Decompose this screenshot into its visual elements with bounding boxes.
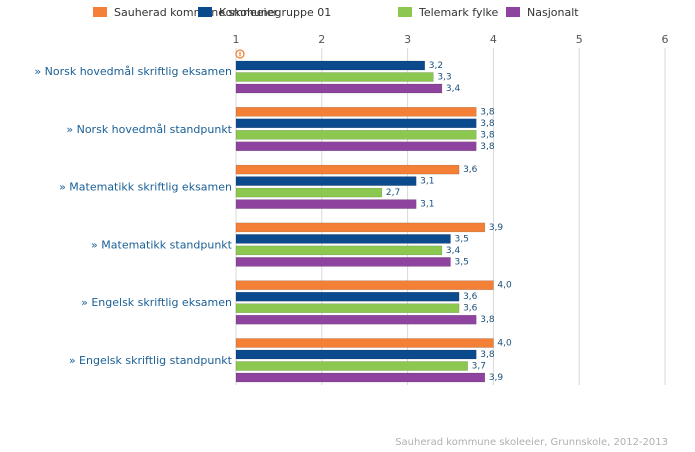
- value-label: 3,8: [480, 107, 495, 117]
- bar: [235, 107, 477, 117]
- x-tick-label: 3: [404, 33, 411, 46]
- bar: [235, 303, 460, 313]
- bar: [235, 60, 426, 71]
- bar: [235, 118, 477, 129]
- value-label: 3,5: [455, 234, 469, 244]
- source: Sauherad kommune skoleeier, Grunnskole, …: [395, 437, 668, 448]
- bar: [235, 83, 443, 94]
- bar: [235, 141, 477, 152]
- bar: [235, 314, 477, 325]
- value-label: 3,9: [489, 223, 504, 233]
- bar: [235, 187, 383, 198]
- value-label: 3,8: [480, 130, 495, 140]
- legend-swatch: [198, 7, 212, 17]
- value-label: 4,0: [497, 281, 512, 291]
- bar: [235, 199, 417, 209]
- value-label: 3,8: [480, 142, 495, 152]
- bar: [235, 245, 443, 256]
- value-label: 3,4: [446, 246, 461, 256]
- value-label: 3,9: [489, 373, 504, 383]
- value-label: 2,7: [386, 188, 400, 198]
- x-tick-label: 4: [490, 33, 497, 46]
- legend-label: Telemark fylke: [418, 6, 499, 19]
- bar: [235, 176, 417, 186]
- bar: [235, 164, 460, 175]
- warning-icon: [235, 49, 245, 59]
- bar: [235, 234, 451, 244]
- category-label[interactable]: » Matematikk standpunkt: [91, 238, 233, 251]
- value-label: 3,1: [420, 177, 434, 187]
- value-label: 3,5: [455, 257, 469, 267]
- x-tick-label: 2: [318, 33, 325, 46]
- value-label: 3,2: [429, 61, 443, 71]
- category-label[interactable]: » Engelsk skriftlig standpunkt: [69, 354, 233, 367]
- x-tick-label: 6: [662, 33, 669, 46]
- bar: [235, 338, 494, 348]
- bar: [235, 349, 477, 360]
- value-label: 3,1: [420, 200, 434, 210]
- legend-swatch: [506, 7, 520, 17]
- bar: [235, 291, 460, 302]
- bar: [235, 222, 486, 233]
- bar: [235, 280, 494, 290]
- category-label[interactable]: » Engelsk skriftlig eksamen: [81, 296, 232, 309]
- value-label: 3,7: [472, 362, 486, 372]
- value-label: 3,6: [463, 292, 478, 302]
- value-label: 3,3: [437, 73, 451, 83]
- legend-label: Nasjonalt: [527, 6, 579, 19]
- value-label: 4,0: [497, 339, 512, 349]
- category-label[interactable]: » Matematikk skriftlig eksamen: [59, 181, 232, 194]
- legend-swatch: [398, 7, 412, 17]
- legend-label: Sauherad kommune skoleeier: [114, 6, 278, 19]
- value-label: 3,6: [463, 304, 478, 314]
- x-tick-label: 5: [576, 33, 583, 46]
- bar: [235, 361, 468, 371]
- legend-swatch: [93, 7, 107, 17]
- value-label: 3,8: [480, 350, 495, 360]
- bar: [235, 257, 451, 267]
- category-label[interactable]: » Norsk hovedmål skriftlig eksamen: [34, 65, 232, 78]
- value-label: 3,8: [480, 119, 495, 129]
- legend-label: Kommunegruppe 01: [219, 6, 331, 19]
- value-label: 3,6: [463, 165, 478, 175]
- x-tick-label: 1: [233, 33, 240, 46]
- bar: [235, 130, 477, 140]
- bar: [235, 372, 486, 383]
- value-label: 3,8: [480, 315, 495, 325]
- category-label[interactable]: » Norsk hovedmål standpunkt: [66, 123, 232, 136]
- value-label: 3,4: [446, 84, 461, 94]
- bar: [235, 72, 434, 82]
